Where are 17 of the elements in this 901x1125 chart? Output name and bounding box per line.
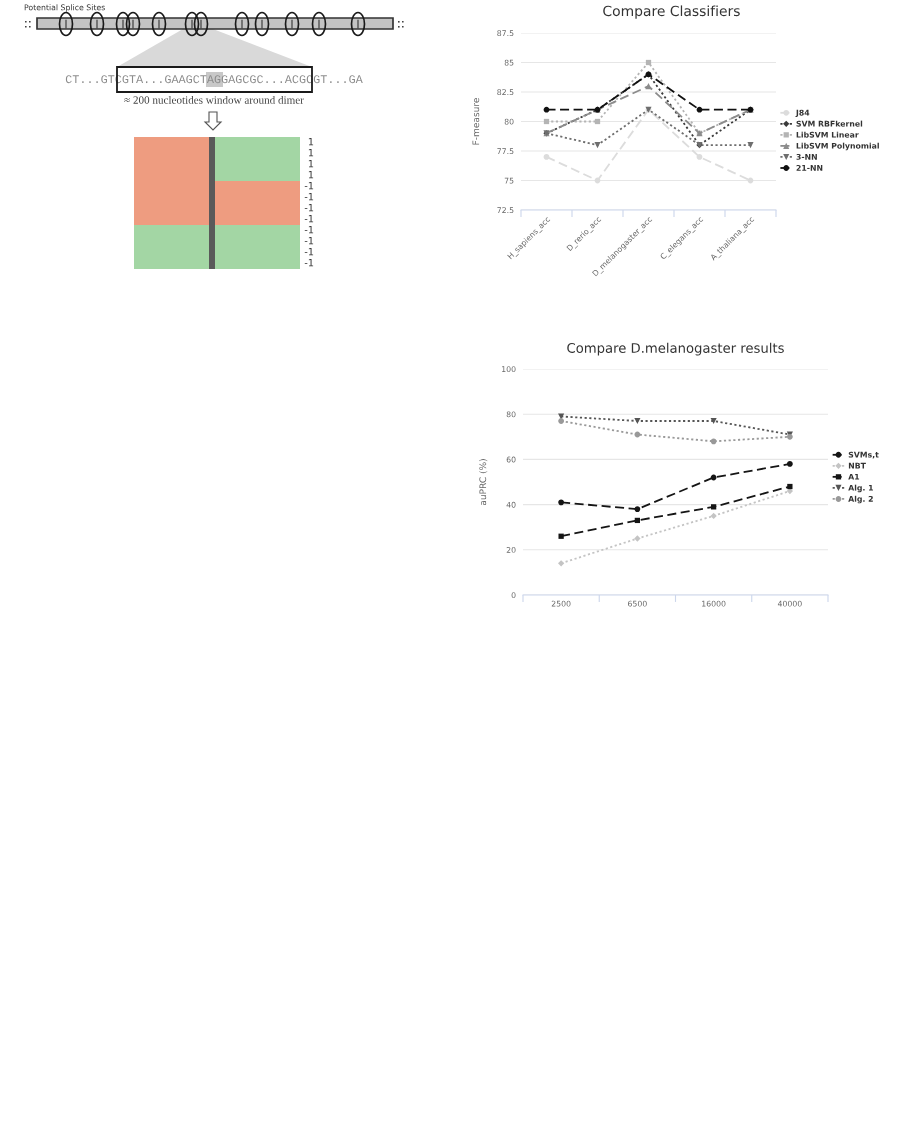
text: -1 — [304, 237, 314, 245]
text: -1 — [304, 204, 314, 212]
text: -1 — [304, 193, 314, 201]
y-axis-title: auPRC (%) — [479, 459, 488, 506]
text: 1 — [308, 160, 314, 168]
text: ≈ 200 nucleotides window around dimer — [124, 95, 304, 104]
text: -1 — [304, 248, 314, 256]
y-axis-title: F-measure — [472, 98, 480, 145]
text: 1 — [308, 138, 314, 146]
text: 1 — [308, 171, 314, 179]
text: -1 — [304, 182, 314, 190]
text: -1 — [304, 215, 314, 223]
text: 1 — [308, 149, 314, 157]
text: -1 — [304, 259, 314, 267]
chart-title: Compare Classifiers — [603, 5, 740, 19]
chart-title: Compare D.melanogaster results — [567, 342, 784, 356]
text: -1 — [304, 226, 314, 234]
